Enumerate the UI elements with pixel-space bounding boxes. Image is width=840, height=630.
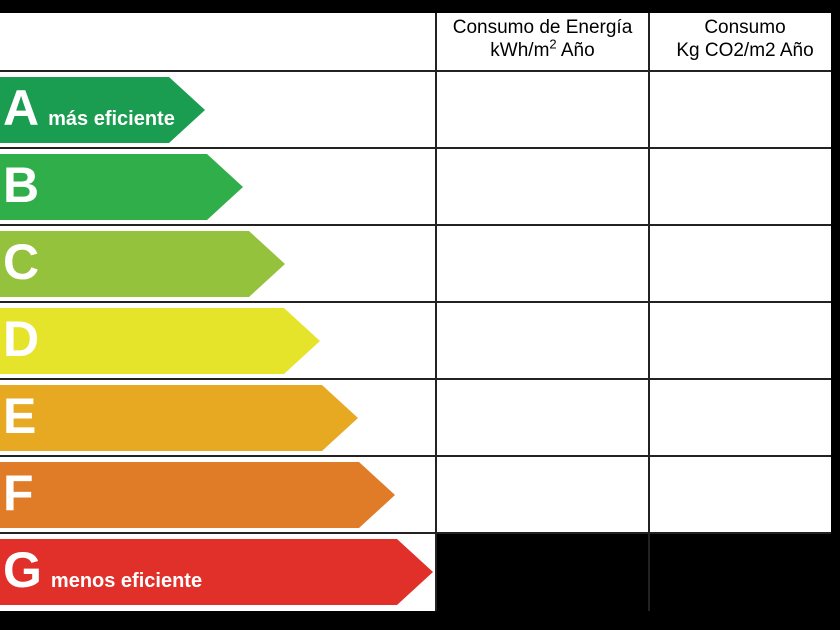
arrow-cell-a: A más eficiente	[0, 72, 437, 147]
rating-letter: A	[3, 80, 39, 136]
energy-value-cell	[437, 72, 650, 147]
header-energy-line1: Consumo de Energía	[452, 17, 633, 38]
rating-row-g: G menos eficiente	[0, 534, 840, 611]
header-co2-line1: Consumo	[704, 17, 786, 38]
co2-value-cell	[650, 457, 840, 532]
header-energy-line2: kWh/m2 Año	[490, 36, 595, 61]
arrow-cell-d: D	[0, 303, 437, 378]
top-frame-bar	[0, 0, 840, 13]
rating-letter: E	[3, 388, 36, 444]
rating-arrow-e: E	[0, 385, 358, 451]
rating-letter: F	[3, 465, 33, 521]
arrow-cell-g: G menos eficiente	[0, 534, 437, 611]
co2-value-cell	[650, 380, 840, 455]
rating-arrow-g: G menos eficiente	[0, 539, 433, 605]
rating-row-a: A más eficiente	[0, 72, 840, 149]
co2-value-cell	[650, 72, 840, 147]
rating-row-f: F	[0, 457, 840, 534]
header-energy-text: Consumo de Energía kWh/m2 Año	[437, 13, 648, 70]
table-header-row: Consumo de Energía kWh/m2 Año Consumo Kg…	[0, 13, 840, 72]
arrow-cell-f: F	[0, 457, 437, 532]
co2-value-cell	[650, 226, 840, 301]
energy-value-cell	[437, 226, 650, 301]
rating-row-d: D	[0, 303, 840, 380]
rating-arrow-d: D	[0, 308, 320, 374]
energy-value-cell	[437, 303, 650, 378]
rating-letter: C	[3, 234, 39, 290]
arrow-cell-c: C	[0, 226, 437, 301]
bottom-frame-bar	[0, 611, 840, 630]
co2-value-cell	[650, 149, 840, 224]
rating-row-e: E	[0, 380, 840, 457]
rating-table: Consumo de Energía kWh/m2 Año Consumo Kg…	[0, 13, 840, 611]
header-co2-line2: Kg CO2/m2 Año	[676, 40, 814, 61]
energy-value-cell	[437, 534, 650, 611]
rating-letter: B	[3, 157, 39, 213]
header-co2-consumption: Consumo Kg CO2/m2 Año	[650, 13, 840, 70]
energy-value-cell	[437, 149, 650, 224]
energy-value-cell	[437, 380, 650, 455]
rating-row-c: C	[0, 226, 840, 303]
rating-arrow-c: C	[0, 231, 285, 297]
arrow-cell-e: E	[0, 380, 437, 455]
efficiency-label: más eficiente	[48, 108, 175, 130]
rating-letter: G	[3, 542, 41, 598]
right-frame-bar	[831, 0, 840, 630]
header-energy-consumption: Consumo de Energía kWh/m2 Año	[437, 13, 650, 70]
rating-arrow-b: B	[0, 154, 243, 220]
efficiency-label: menos eficiente	[50, 570, 203, 592]
energy-value-cell	[437, 457, 650, 532]
rating-arrow-f: F	[0, 462, 395, 528]
rating-letter: D	[3, 311, 39, 367]
arrow-cell-b: B	[0, 149, 437, 224]
header-co2-text: Consumo Kg CO2/m2 Año	[650, 13, 840, 70]
co2-value-cell	[650, 534, 840, 611]
rating-row-b: B	[0, 149, 840, 226]
header-blank-cell	[0, 13, 437, 70]
co2-value-cell	[650, 303, 840, 378]
rating-arrow-a: A más eficiente	[0, 77, 205, 143]
